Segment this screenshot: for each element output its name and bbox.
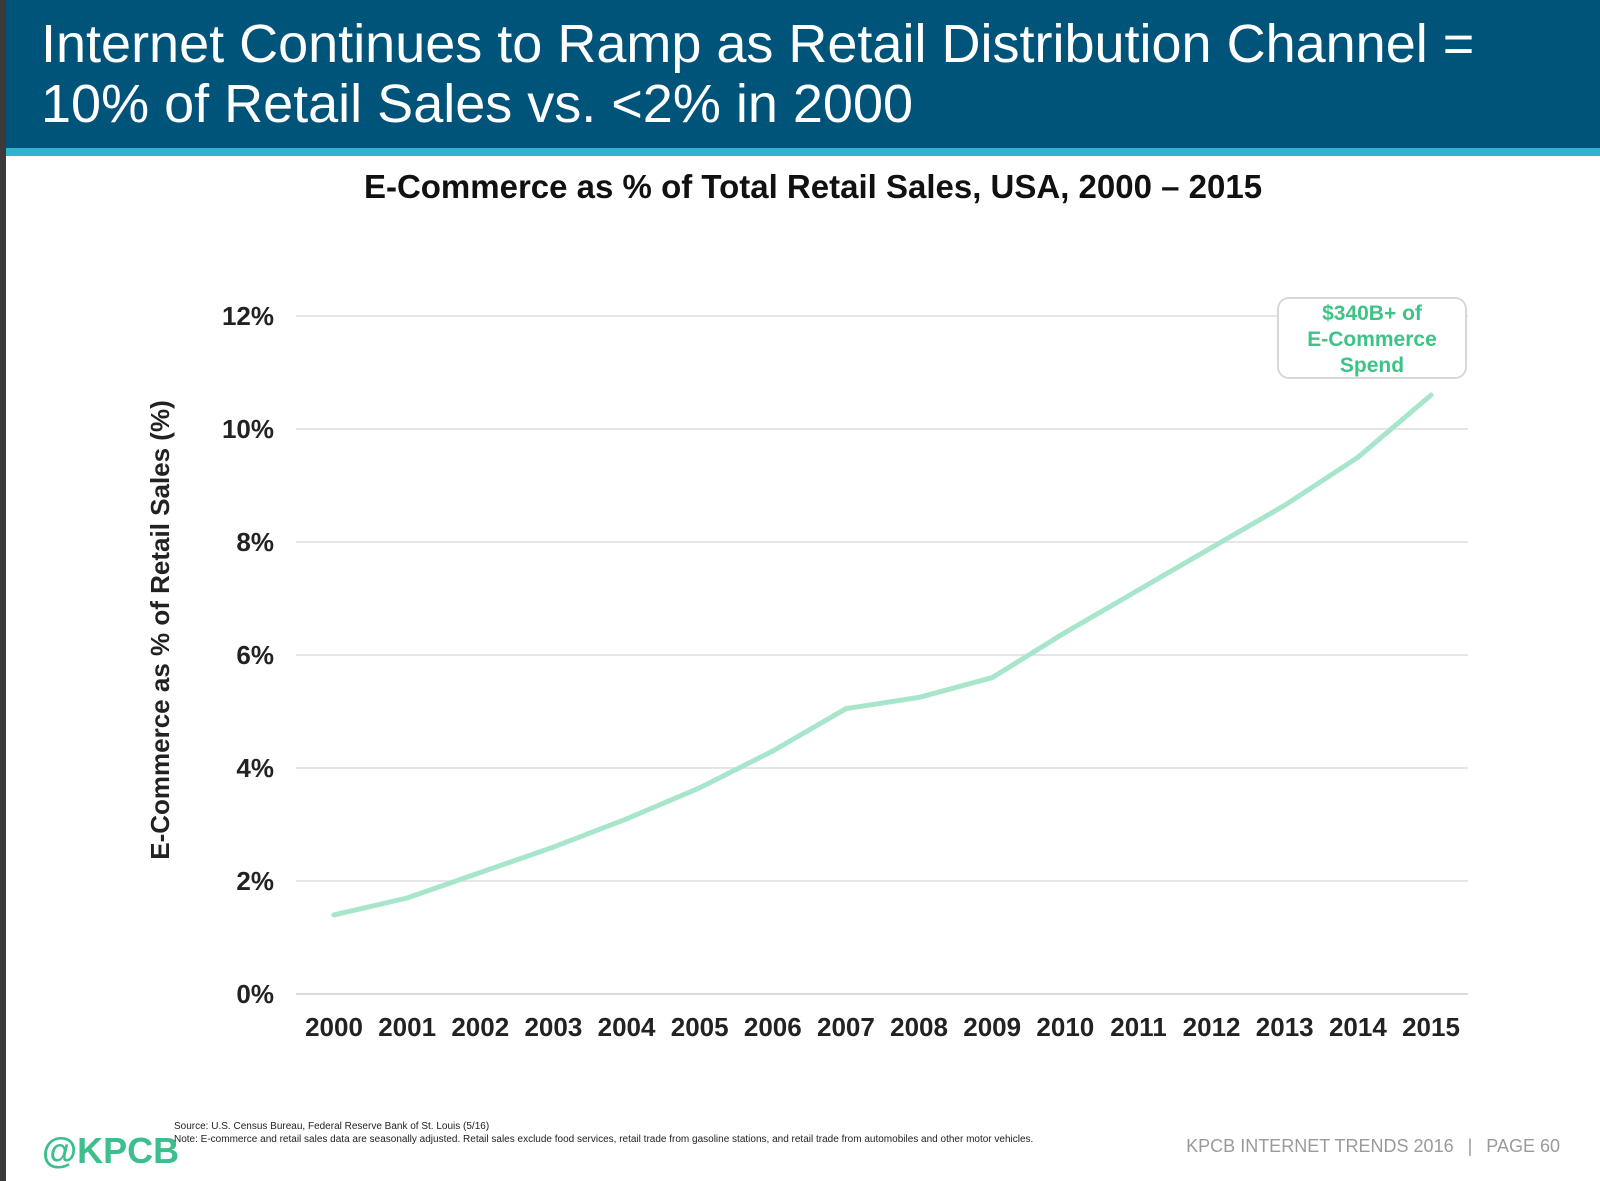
y-tick-label: 8% [236,527,274,557]
header-bar: Internet Continues to Ramp as Retail Dis… [6,0,1600,148]
line-chart: 0% 2% 4% 6% 8% 10% 12% 2000 2001 2002 2003 2004 2005… [222,301,1468,1042]
y-tick-label: 2% [236,866,274,896]
report-name: KPCB INTERNET TRENDS 2016 [1186,1136,1454,1156]
annotation-line-2: E-Commerce [1307,328,1437,351]
data-point [550,844,556,850]
x-tick-label: 2000 [305,1012,363,1042]
annotation-line-3: Spend [1339,354,1405,377]
slide-title: Internet Continues to Ramp as Retail Dis… [41,14,1475,134]
data-point [1428,392,1434,398]
y-tick-label: 12% [222,301,274,331]
data-point [770,748,776,754]
x-tick-label: 2001 [378,1012,436,1042]
x-tick-label: 2011 [1110,1012,1166,1042]
data-point [989,675,995,681]
data-point [331,912,337,918]
source-note: Source: U.S. Census Bureau, Federal Rese… [174,1121,490,1132]
data-point [843,706,849,712]
x-tick-label: 2012 [1183,1012,1241,1042]
x-tick-label: 2014 [1329,1012,1387,1042]
data-point [477,870,483,876]
x-tick-label: 2005 [671,1012,729,1042]
data-point [1062,629,1068,635]
x-tick-label: 2010 [1036,1012,1094,1042]
header-divider [6,148,1600,156]
x-tick-label: 2007 [817,1012,875,1042]
x-tick-label: 2003 [524,1012,582,1042]
data-point [1135,587,1141,593]
series-line [331,392,1434,918]
annotation-callout: $340B+ of E-Commerce Spend [1277,297,1467,379]
data-point [697,785,703,791]
data-point [624,816,630,822]
y-tick-label: 6% [236,640,274,670]
x-tick-label: 2013 [1256,1012,1314,1042]
x-tick-label: 2004 [598,1012,656,1042]
y-tick-label: 10% [222,414,274,444]
data-point [404,895,410,901]
y-tick-label: 4% [236,753,274,783]
slide: Internet Continues to Ramp as Retail Dis… [6,0,1600,1181]
data-point [1209,545,1215,551]
y-tick-label: 0% [236,979,274,1009]
annotation-line-1: $340B+ of [1322,302,1422,325]
x-tick-label: 2015 [1402,1012,1460,1042]
x-tick-label: 2002 [451,1012,509,1042]
data-note: Note: E-commerce and retail sales data a… [174,1134,1034,1145]
y-axis-label: E-Commerce as % of Retail Sales (%) [145,400,175,860]
footnote: Source: U.S. Census Bureau, Federal Rese… [174,1120,1174,1146]
data-point [1282,502,1288,508]
x-tick-label: 2009 [963,1012,1021,1042]
page-footer: KPCB INTERNET TRENDS 2016 | PAGE 60 [1186,1136,1560,1157]
footer-separator: | [1467,1136,1473,1156]
data-point [916,694,922,700]
x-tick-label: 2008 [890,1012,948,1042]
kpcb-logo: @KPCB [42,1130,180,1171]
page-number: PAGE 60 [1486,1136,1560,1156]
chart-title: E-Commerce as % of Total Retail Sales, U… [363,168,1263,205]
data-point [1355,454,1361,460]
x-tick-label: 2006 [744,1012,802,1042]
